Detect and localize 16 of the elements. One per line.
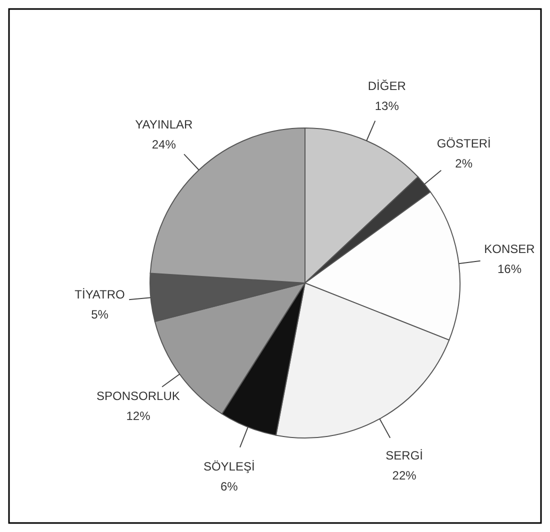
slice-label: SPONSORLUK [96, 389, 180, 404]
slice-label: YAYINLAR [135, 118, 193, 132]
slice-label: GÖSTERİ [436, 136, 491, 151]
slice-label: SERGİ [386, 448, 423, 463]
slice-label: TİYATRO [74, 287, 125, 302]
data-label: 2% [455, 156, 473, 171]
slice-label: KONSER [484, 242, 536, 256]
data-label: 12% [126, 409, 151, 424]
data-label: 16% [498, 262, 522, 276]
data-label: 24% [152, 138, 176, 152]
slice-label: SÖYLEŞİ [203, 460, 255, 474]
data-label: 6% [220, 480, 238, 494]
data-label: 22% [392, 468, 417, 483]
data-label: 13% [374, 98, 400, 113]
data-label: 5% [91, 307, 109, 322]
slice-label: DİĞER [368, 78, 406, 93]
